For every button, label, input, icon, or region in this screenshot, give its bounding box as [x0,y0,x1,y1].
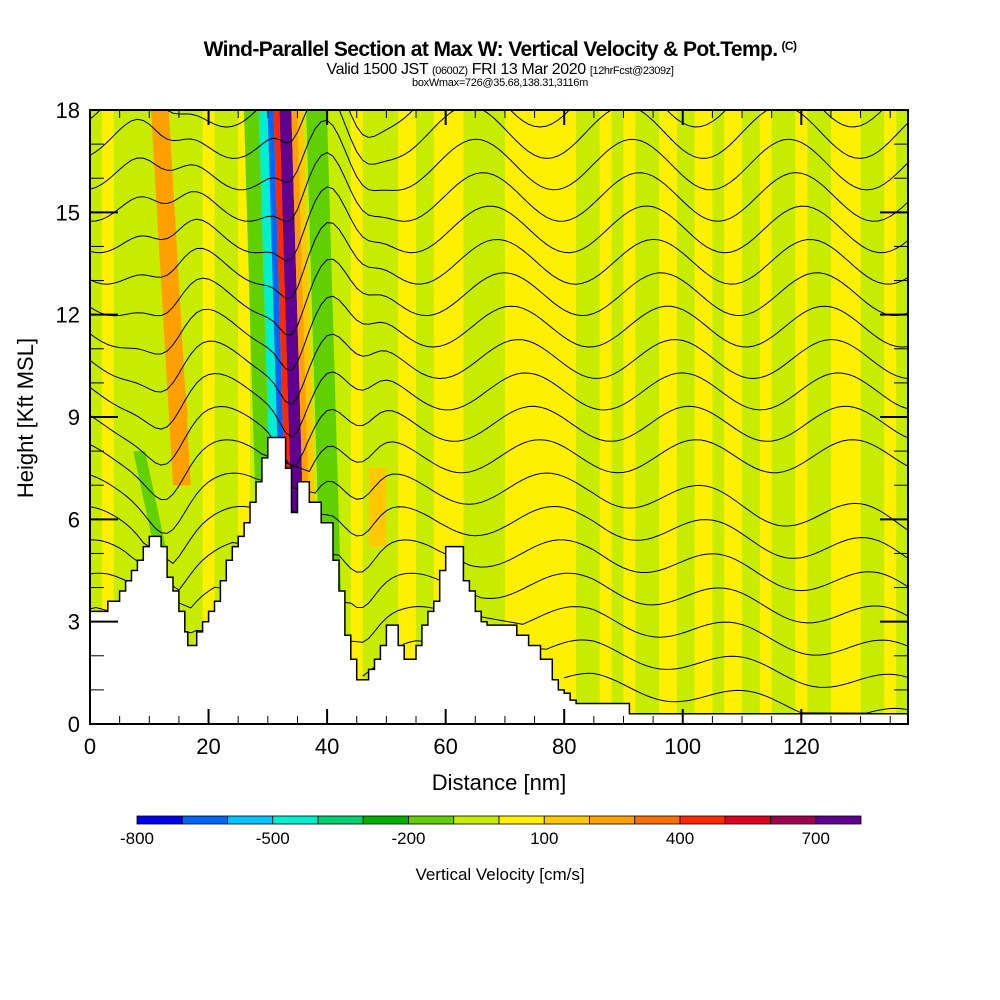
theta-contour [90,405,908,469]
velocity-cell [623,110,636,724]
copyright-mark: (C) [781,39,797,53]
velocity-cell [398,110,417,724]
colorbar: -800 -500 -200 100 400 700 [120,815,862,848]
terrain [90,436,908,724]
theta-contour [90,222,908,299]
colorbar-swatch [136,815,183,825]
valid-date: FRI 13 Mar 2020 [471,61,586,78]
theta-contour [90,295,908,372]
x-tick-label: 40 [315,734,339,759]
theta-contour [90,472,908,534]
y-tick-label: 0 [68,712,80,737]
theta-contour [90,539,908,592]
chart-title-text: Wind-Parallel Section at Max W: Vertical… [203,38,779,61]
theta-contour [90,152,908,223]
theta-contour [90,119,908,192]
velocity-cell [599,110,612,724]
box-info: boxWmax=726@35.68,138.31,3116m [412,77,588,89]
y-tick-label: 12 [56,303,80,328]
theta-contour [90,110,883,139]
theta-contour [90,505,908,564]
valid-utc: (0600Z) [431,65,468,77]
colorbar-label: -200 [391,829,425,848]
colorbar-label: -500 [256,829,290,848]
axes: 0 20 40 60 80 100 120 0 3 6 9 12 15 18 [56,98,909,759]
colorbar-swatch [724,815,771,825]
chart-title: Wind-Parallel Section at Max W: Vertical… [0,38,1000,62]
colorbar-title: Vertical Velocity [cm/s] [415,865,584,884]
x-tick-label: 60 [433,734,457,759]
y-tick-label: 18 [56,98,80,123]
theta-contour [90,333,908,406]
x-tick-label: 0 [84,734,96,759]
colorbar-swatch [679,815,726,825]
terrain-profile [90,436,908,724]
theta-contour [90,258,908,336]
colorbar-swatch [181,815,228,825]
theta-contour [90,572,908,624]
x-tick-label: 100 [664,734,701,759]
velocity-cell [133,451,168,554]
y-tick-label: 3 [68,610,80,635]
colorbar-swatch [770,815,817,825]
y-tick-label: 9 [68,405,80,430]
y-axis-title: Height [Kft MSL] [13,338,38,498]
valid-time: Valid 1500 JST [326,61,428,78]
velocity-cell [795,110,808,724]
chart-subtitle: Valid 1500 JST (0600Z) FRI 13 Mar 2020 [… [0,61,1000,79]
x-tick-label: 20 [196,734,220,759]
colorbar-label: 400 [666,829,694,848]
colorbar-swatch [589,815,636,825]
x-tick-label: 80 [552,734,576,759]
velocity-cell [202,110,215,724]
theta-contour [90,371,908,438]
velocity-cell [830,110,861,724]
velocity-cell [504,110,577,724]
velocity-cell [659,110,677,724]
y-tick-label: 15 [56,200,80,225]
x-axis-title: Distance [nm] [432,770,567,795]
colorbar-swatch [408,815,455,825]
colorbar-swatch [227,815,274,825]
velocity-cell [694,110,713,724]
colorbar-swatch [498,815,545,825]
colorbar-swatch [815,815,862,825]
velocity-cell [759,110,772,724]
colorbar-label: 700 [802,829,830,848]
theta-contour [362,639,908,688]
forecast-info: [12hrFcst@2309z] [589,65,674,77]
colorbar-swatch [362,815,409,825]
theta-contour [90,110,908,165]
colorbar-swatch [543,815,590,825]
x-tick-label: 120 [783,734,820,759]
colorbar-label: 100 [530,829,558,848]
theta-contour [90,439,908,501]
y-tick-label: 6 [68,507,80,532]
theta-contours [90,110,908,714]
colorbar-label: -800 [120,829,154,848]
colorbar-swatch [453,815,500,825]
theta-contour [90,186,908,262]
velocity-cell [156,178,188,417]
colorbar-swatch [272,815,319,825]
velocity-cell [724,110,743,724]
theta-contour [90,606,908,656]
colorbar-swatch [634,815,681,825]
velocity-cell [368,468,387,547]
colorbar-swatch [317,815,364,825]
